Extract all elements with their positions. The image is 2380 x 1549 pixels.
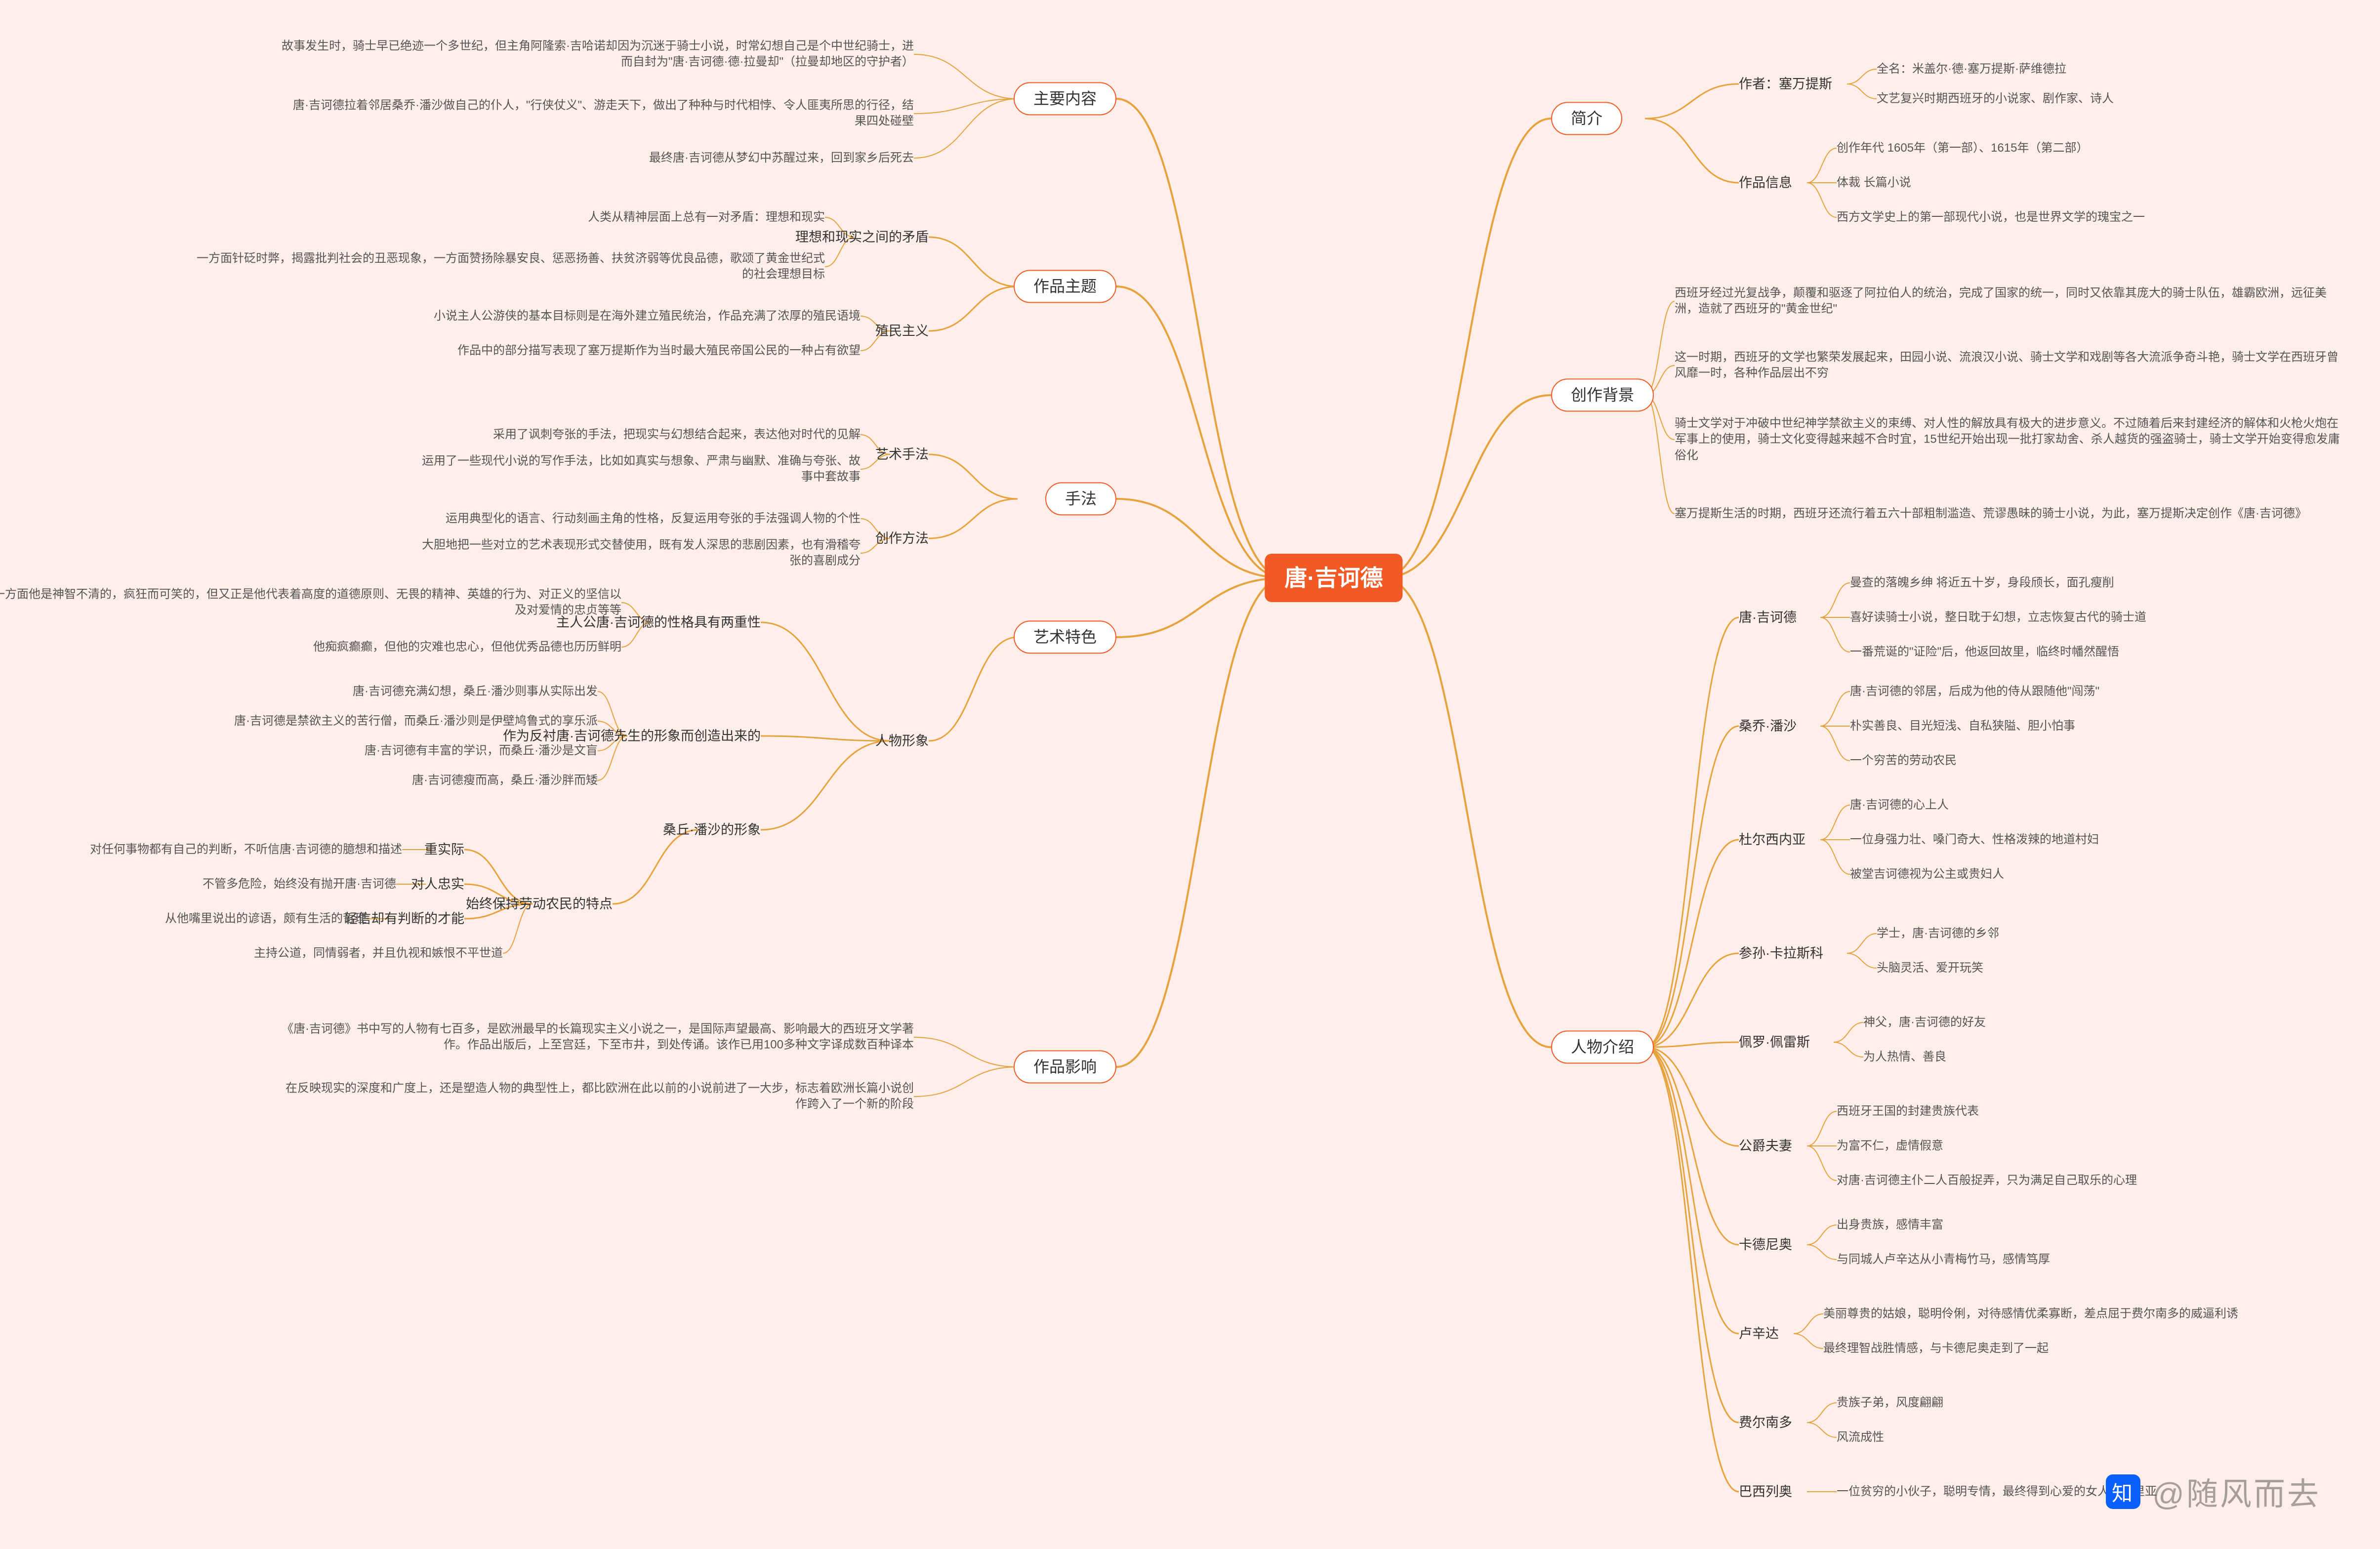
leaf-node: 唐·吉诃德瘦而高，桑丘·潘沙胖而矮 [412,773,598,788]
leaf-node: 塞万提斯生活的时期，西班牙还流行着五六十部粗制滥造、荒谬愚昧的骑士小说，为此，塞… [1675,506,2307,522]
sub-node: 卡德尼奥 [1739,1236,1792,1254]
sub-node: 艺术手法 [875,446,929,463]
sub-node: 巴西列奥 [1739,1483,1792,1501]
leaf-node: 美丽尊贵的姑娘，聪明伶俐，对待感情优柔寡断，差点屈于费尔南多的威逼利诱 [1823,1306,2238,1322]
leaf-node: 这一时期，西班牙的文学也繁荣发展起来，田园小说、流浪汉小说、骑士文学和戏剧等各大… [1675,350,2341,382]
sub-node: 重实际 [424,841,464,858]
leaf-node: 运用了一些现代小说的写作手法，比如如真实与想象、严肃与幽默、准确与夸张、故事中套… [416,453,861,486]
leaf-node: 一番荒诞的"证险"后，他返回故里，临终时幡然醒悟 [1850,644,2119,660]
leaf-node: 人类从精神层面上总有一对矛盾：理想和现实 [588,209,825,225]
leaf-node: 创作年代 1605年（第一部）、1615年（第二部） [1837,140,2088,156]
sub-node: 殖民主义 [875,322,929,340]
sub-node: 卢辛达 [1739,1325,1779,1343]
leaf-node: 一方面他是神智不清的，疯狂而可笑的，但又正是他代表着高度的道德原则、无畏的精神、… [0,587,621,619]
branch-作品主题: 作品主题 [1014,270,1116,303]
sub-node: 桑乔·潘沙 [1739,717,1797,735]
leaf-node: 一位身强力壮、嗓门奇大、性格泼辣的地道村妇 [1850,832,2099,848]
leaf-node: 学士，唐·吉诃德的乡邻 [1877,926,1999,941]
leaf-node: 最终唐·吉诃德从梦幻中苏醒过来，回到家乡后死去 [649,150,914,166]
sub-node: 参孙·卡拉斯科 [1739,944,1823,962]
leaf-node: 最终理智战胜情感，与卡德尼奥走到了一起 [1823,1341,2049,1356]
root-node: 唐·吉诃德 [1265,554,1402,602]
leaf-node: 大胆地把一些对立的艺术表现形式交替使用，既有发人深思的悲剧因素，也有滑稽夸张的喜… [416,537,861,570]
leaf-node: 在反映现实的深度和广度上，还是塑造人物的典型性上，都比欧洲在此以前的小说前进了一… [282,1081,914,1113]
leaf-node: 神父，唐·吉诃德的好友 [1863,1015,1986,1030]
leaf-node: 唐·吉诃德的邻居，后成为他的侍从跟随他"闯荡" [1850,684,2099,699]
leaf-node: 被堂吉诃德视为公主或贵妇人 [1850,866,2004,882]
branch-艺术特色: 艺术特色 [1014,620,1116,653]
leaf-node: 曼查的落魄乡绅 将近五十岁，身段颀长，面孔瘦削 [1850,575,2114,591]
branch-人物介绍: 人物介绍 [1551,1030,1654,1063]
sub-node: 理想和现实之间的矛盾 [795,228,929,246]
branch-手法: 手法 [1045,482,1116,515]
sub-node: 费尔南多 [1739,1414,1792,1431]
leaf-node: 从他嘴里说出的谚语，颇有生活的哲理 [165,911,367,927]
watermark-text: @随风而去 [2152,1469,2321,1514]
sub-node: 创作方法 [875,530,929,547]
leaf-node: 运用典型化的语言、行动刻画主角的性格，反复运用夸张的手法强调人物的个性 [446,511,861,527]
sub-node: 公爵夫妻 [1739,1137,1792,1155]
sub-node: 杜尔西内亚 [1739,831,1806,849]
sub-node: 作为反衬唐·吉诃德先生的形象而创造出来的 [503,727,761,745]
sub-node: 佩罗·佩雷斯 [1739,1033,1810,1051]
branch-创作背景: 创作背景 [1551,378,1654,411]
sub-node: 唐·吉诃德 [1739,609,1797,626]
leaf-node: 体裁 长篇小说 [1837,175,1911,191]
leaf-node: 骑士文学对于冲破中世纪神学禁欲主义的束缚、对人性的解放具有极大的进步意义。不过随… [1675,415,2341,463]
sub-node: 对人忠实 [411,875,464,893]
leaf-node: 故事发生时，骑士早已绝迹一个多世纪，但主角阿隆索·吉哈诺却因为沉迷于骑士小说，时… [282,39,914,71]
watermark: 知 @随风而去 [2106,1469,2321,1514]
leaf-node: 《唐·吉诃德》书中写的人物有七百多，是欧洲最早的长篇现实主义小说之一，是国际声望… [282,1021,914,1054]
sub-node: 人物形象 [875,732,929,750]
leaf-node: 他痴疯癫癫，但他的灾难也忠心，但他优秀品德也历历鲜明 [313,639,621,655]
zhihu-icon: 知 [2106,1474,2140,1509]
leaf-node: 唐·吉诃德充满幻想，桑丘·潘沙则事从实际出发 [353,684,598,699]
leaf-node: 与同城人卢辛达从小青梅竹马，感情笃厚 [1837,1252,2050,1267]
sub-node: 始终保持劳动农民的特点 [466,895,613,913]
leaf-node: 西方文学史上的第一部现代小说，也是世界文学的瑰宝之一 [1837,209,2145,225]
leaf-node: 作品中的部分描写表现了塞万提斯作为当时最大殖民帝国公民的一种占有欲望 [457,343,861,359]
leaf-node: 喜好读骑士小说，整日耽于幻想，立志恢复古代的骑士道 [1850,610,2146,625]
leaf-node: 为富不仁，虚情假意 [1837,1138,1943,1154]
leaf-node: 为人热情、善良 [1863,1049,1946,1065]
sub-node: 桑丘·潘沙的形象 [663,821,761,839]
leaf-node: 唐·吉诃德有丰富的学识，而桑丘·潘沙是文盲 [365,743,598,759]
leaf-node: 主持公道，同情弱者，并且仇视和嫉恨不平世道 [254,945,503,961]
leaf-node: 出身贵族，感情丰富 [1837,1217,1943,1233]
leaf-node: 朴实善良、目光短浅、自私狭隘、胆小怕事 [1850,718,2075,734]
leaf-node: 一个穷苦的劳动农民 [1850,753,1957,769]
leaf-node: 西班牙王国的封建贵族代表 [1837,1103,1979,1119]
leaf-node: 小说主人公游侠的基本目标则是在海外建立殖民统治，作品充满了浓厚的殖民语境 [434,308,861,324]
sub-node: 作品信息 [1739,174,1792,192]
leaf-node: 对任何事物都有自己的判断，不听信唐·吉诃德的臆想和描述 [90,842,402,857]
leaf-node: 一方面针砭时弊，揭露批判社会的丑恶现象，一方面赞扬除暴安良、惩恶扬善、扶贫济弱等… [193,251,825,283]
leaf-node: 采用了讽刺夸张的手法，把现实与幻想结合起来，表达他对时代的见解 [493,427,861,443]
branch-主要内容: 主要内容 [1014,82,1116,115]
sub-node: 作者：塞万提斯 [1739,75,1832,93]
leaf-node: 文艺复兴时期西班牙的小说家、剧作家、诗人 [1877,91,2114,107]
leaf-node: 对唐·吉诃德主仆二人百般捉弄，只为满足自己取乐的心理 [1837,1173,2137,1188]
branch-作品影响: 作品影响 [1014,1050,1116,1083]
leaf-node: 贵族子弟，风度翩翩 [1837,1395,1943,1411]
leaf-node: 风流成性 [1837,1429,1884,1445]
branch-简介: 简介 [1551,102,1622,135]
leaf-node: 西班牙经过光复战争，颠覆和驱逐了阿拉伯人的统治，完成了国家的统一，同时又依靠其庞… [1675,285,2341,318]
leaf-node: 唐·吉诃德的心上人 [1850,797,1949,813]
leaf-node: 不管多危险，始终没有抛开唐·吉诃德 [203,876,396,892]
leaf-node: 唐·吉诃德是禁欲主义的苦行僧，而桑丘·潘沙则是伊壁鸠鲁式的享乐派 [234,713,598,729]
leaf-node: 头脑灵活、爱开玩笑 [1877,960,1983,976]
leaf-node: 全名：米盖尔·德·塞万提斯·萨维德拉 [1877,61,2066,77]
leaf-node: 唐·吉诃德拉着邻居桑乔·潘沙做自己的仆人，"行侠仗义"、游走天下，做出了种种与时… [282,98,914,130]
